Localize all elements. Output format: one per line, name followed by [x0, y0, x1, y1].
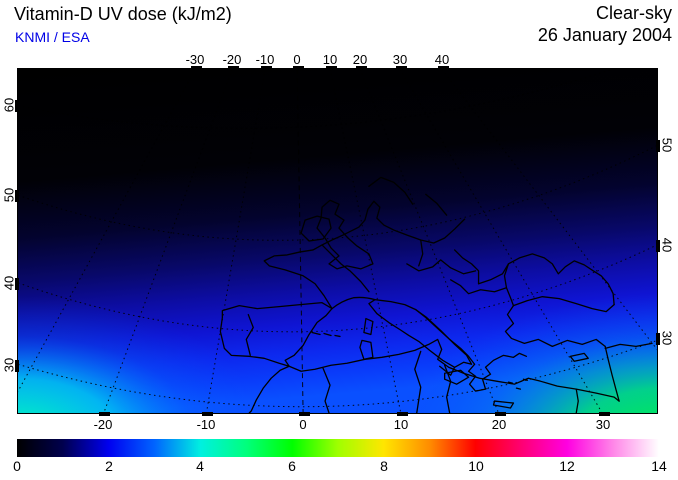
- right-axis-tick: [656, 333, 660, 345]
- dose-field: [18, 69, 657, 413]
- left-axis-tick-label: 50: [1, 187, 17, 203]
- colorbar-tick-label: 10: [468, 458, 484, 474]
- colorbar-tick-label: 12: [559, 458, 575, 474]
- left-axis-tick-label: 60: [1, 97, 17, 113]
- top-axis-tick: [326, 66, 337, 70]
- bottom-axis-tick-label: -10: [196, 417, 216, 432]
- bottom-axis-tick-label: -20: [93, 417, 113, 432]
- top-axis-tick-label: 0: [293, 52, 301, 67]
- colorbar-tick-label: 14: [651, 458, 667, 474]
- top-axis-tick: [438, 66, 449, 70]
- left-axis-tick: [15, 100, 19, 112]
- top-axis-tick-label: -30: [185, 52, 205, 67]
- colorbar-tick-label: 6: [288, 458, 296, 474]
- date-label: 26 January 2004: [537, 25, 672, 45]
- bottom-axis-tick-label: 20: [491, 417, 507, 432]
- bottom-axis-tick: [99, 412, 110, 416]
- left-axis-tick: [15, 360, 19, 372]
- bottom-axis-tick: [599, 412, 610, 416]
- coastlines: [219, 176, 653, 413]
- right-axis-tick-label: 30: [659, 330, 675, 346]
- left-axis-tick-label: 40: [1, 275, 17, 291]
- page-title: Vitamin-D UV dose (kJ/m2): [14, 4, 232, 24]
- uv-dose-map: [18, 69, 657, 413]
- left-axis-tick: [15, 190, 19, 202]
- colorbar-tick-label: 4: [196, 458, 204, 474]
- bottom-axis-tick: [299, 412, 310, 416]
- right-axis-tick: [656, 240, 660, 252]
- top-axis-tick: [293, 66, 304, 70]
- top-axis-tick: [228, 66, 239, 70]
- bottom-axis-tick-label: 10: [393, 417, 409, 432]
- right-axis-tick-label: 50: [659, 137, 675, 153]
- top-axis-tick-label: 40: [434, 52, 450, 67]
- left-axis-tick: [15, 278, 19, 290]
- bottom-axis-tick: [495, 412, 506, 416]
- top-axis-tick-label: 20: [352, 52, 368, 67]
- colorbar-tick-label: 0: [13, 458, 21, 474]
- top-axis-tick: [261, 66, 272, 70]
- top-axis-tick: [396, 66, 407, 70]
- credit-label: KNMI / ESA: [15, 29, 90, 45]
- colorbar-tick-label: 2: [105, 458, 113, 474]
- colorbar: [17, 439, 659, 457]
- left-axis-tick-label: 30: [1, 357, 17, 373]
- top-axis-tick-label: -20: [222, 52, 242, 67]
- bottom-axis-tick-label: 30: [595, 417, 611, 432]
- colorbar-tick-label: 8: [380, 458, 388, 474]
- right-axis-tick: [656, 140, 660, 152]
- right-axis-tick-label: 40: [659, 237, 675, 253]
- bottom-axis-tick: [397, 412, 408, 416]
- top-axis-tick-label: 10: [322, 52, 338, 67]
- top-axis-tick: [356, 66, 367, 70]
- top-axis-tick-label: -10: [255, 52, 275, 67]
- top-axis-tick: [191, 66, 202, 70]
- top-axis-tick-label: 30: [392, 52, 408, 67]
- bottom-axis-tick-label: 0: [299, 417, 307, 432]
- condition-label: Clear-sky: [595, 3, 672, 23]
- bottom-axis-tick: [202, 412, 213, 416]
- map-panel: [15, 66, 660, 416]
